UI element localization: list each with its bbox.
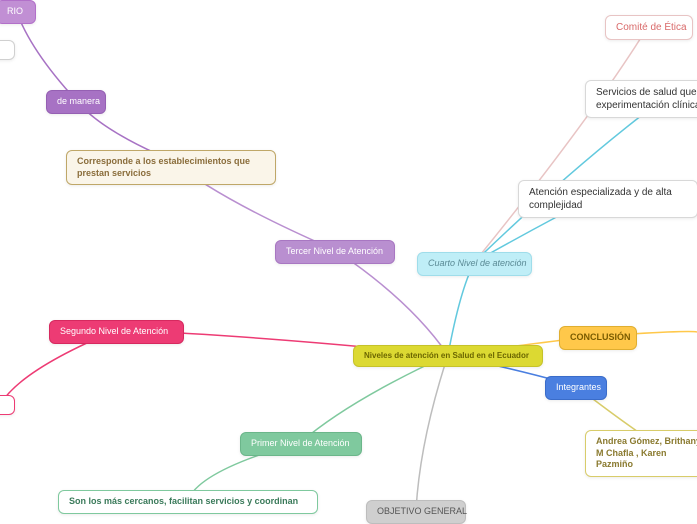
node-center[interactable]: Niveles de atención en Salud en el Ecuad… (353, 345, 543, 367)
node-tercer[interactable]: Tercer Nivel de Atención (275, 240, 395, 264)
node-rio[interactable]: RIO (0, 0, 36, 24)
mindmap-edge (448, 262, 475, 355)
mindmap-edge (475, 25, 650, 262)
node-corresponde[interactable]: Corresponde a los establecimientos que p… (66, 150, 276, 185)
node-demanera[interactable]: de manera (46, 90, 106, 114)
node-blank1[interactable] (0, 40, 15, 60)
node-andrea[interactable]: Andrea Gómez, Brithany M Chafla , Karen … (585, 430, 697, 477)
node-conclusion[interactable]: CONCLUSIÓN (559, 326, 637, 350)
mindmap-edge (416, 355, 448, 510)
node-cuarto[interactable]: Cuarto Nivel de atención (417, 252, 532, 276)
node-blank2[interactable] (0, 395, 15, 415)
node-comite[interactable]: Comité de Ética (605, 15, 693, 40)
node-servicios[interactable]: Servicios de salud que incluyen experime… (585, 80, 697, 118)
node-segundo[interactable]: Segundo Nivel de Atención (49, 320, 184, 344)
node-primer[interactable]: Primer Nivel de Atención (240, 432, 362, 456)
mindmap-edge (301, 355, 448, 442)
node-cercanos[interactable]: Son los más cercanos, facilitan servicio… (58, 490, 318, 514)
node-objetivo[interactable]: OBJETIVO GENERAL (366, 500, 466, 524)
node-atencion[interactable]: Atención especializada y de alta complej… (518, 180, 697, 218)
node-integrantes[interactable]: Integrantes (545, 376, 607, 400)
